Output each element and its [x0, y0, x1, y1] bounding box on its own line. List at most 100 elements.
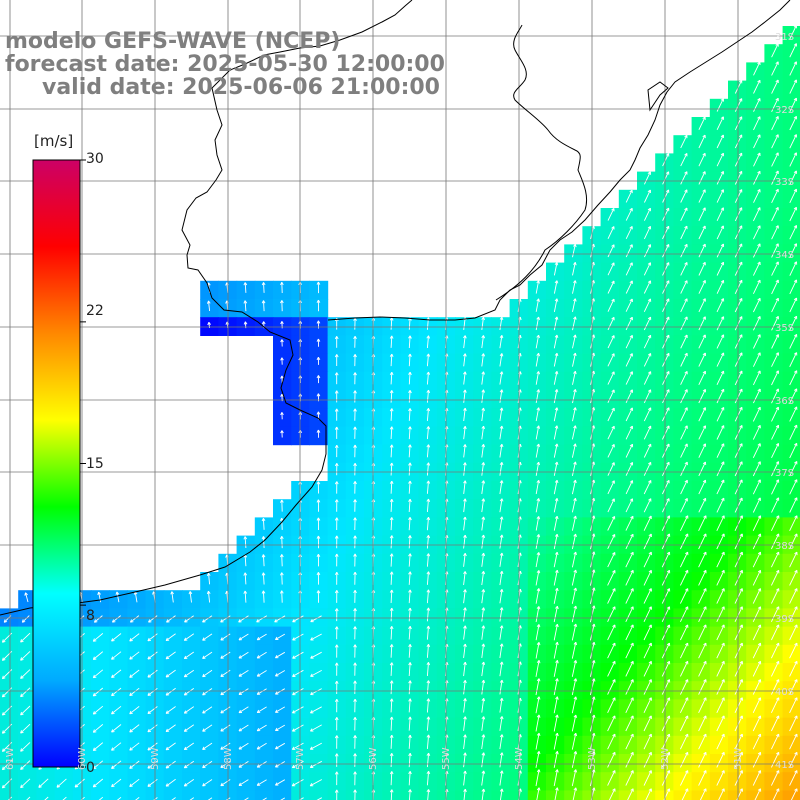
wind-arrow	[263, 282, 265, 293]
wind-arrow-head	[775, 479, 779, 482]
wind-arrow	[734, 261, 743, 276]
wind-arrow-head	[666, 334, 670, 338]
wind-arrow-head	[554, 515, 558, 519]
wind-arrow-head	[426, 516, 429, 520]
wind-arrow	[734, 243, 743, 258]
wind-arrow	[625, 244, 633, 258]
wind-arrow	[734, 388, 743, 404]
wind-arrow	[481, 353, 484, 367]
wind-arrow-head	[666, 244, 669, 247]
wind-arrow-head	[757, 243, 761, 246]
wind-arrow	[553, 498, 558, 513]
wind-arrow-head	[702, 370, 706, 374]
wind-arrow-head	[702, 207, 706, 210]
longitude-label: 54W	[514, 747, 525, 770]
longitude-label: 58W	[223, 747, 234, 770]
wind-arrow-head	[280, 499, 283, 503]
wind-arrow-head	[573, 334, 576, 338]
wind-arrow-head	[721, 515, 725, 518]
wind-arrow-head	[739, 406, 743, 410]
wind-arrow	[716, 298, 724, 313]
wind-arrow-head	[720, 243, 724, 247]
wind-cell	[764, 790, 784, 800]
wind-arrow-head	[334, 535, 338, 539]
wind-arrow-head	[775, 116, 779, 119]
wind-arrow-head	[666, 352, 670, 356]
wind-arrow	[481, 444, 485, 458]
wind-arrow-head	[647, 262, 651, 265]
wind-cell	[527, 790, 547, 800]
wind-arrow	[463, 408, 466, 422]
wind-arrow	[734, 98, 743, 112]
wind-arrow-head	[666, 515, 670, 518]
latitude-label: 31S	[775, 32, 794, 43]
wind-cell	[200, 790, 219, 800]
wind-arrow-head	[720, 225, 724, 228]
wind-arrow-head	[111, 658, 115, 660]
wind-arrow	[771, 61, 779, 76]
wind-arrow	[734, 461, 743, 477]
wind-arrow-head	[536, 298, 539, 302]
wind-arrow	[572, 389, 576, 404]
wind-arrow-head	[721, 497, 725, 501]
wind-arrow	[426, 480, 429, 494]
wind-arrow	[643, 498, 652, 513]
wind-arrow-head	[684, 171, 688, 174]
wind-arrow-head	[75, 786, 79, 788]
wind-arrow-head	[775, 334, 779, 337]
wind-arrow-head	[793, 188, 797, 192]
wind-arrow-head	[793, 352, 797, 355]
wind-arrow-head	[739, 497, 743, 501]
wind-cell	[564, 790, 583, 800]
wind-arrow-head	[554, 389, 558, 392]
wind-arrow	[789, 515, 798, 531]
wind-arrow-head	[389, 390, 393, 394]
wind-arrow-head	[129, 694, 133, 697]
wind-arrow	[426, 353, 429, 367]
wind-arrow-head	[426, 444, 429, 448]
wind-arrow	[643, 515, 652, 531]
wind-arrow	[553, 407, 558, 422]
wind-arrow-head	[554, 298, 558, 302]
wind-arrow-head	[739, 370, 743, 374]
wind-arrow	[716, 189, 724, 203]
wind-arrow	[463, 371, 466, 385]
wind-arrow-head	[647, 189, 651, 193]
wind-arrow-head	[757, 443, 761, 446]
wind-arrow-head	[499, 443, 503, 447]
wind-arrow	[390, 335, 393, 348]
wind-arrow-head	[665, 153, 669, 156]
wind-arrow-head	[481, 498, 484, 502]
wind-arrow-head	[738, 98, 742, 101]
wind-arrow-head	[463, 462, 466, 466]
wind-arrow	[499, 498, 503, 513]
wind-arrow	[734, 298, 743, 313]
wind-arrow	[607, 244, 615, 258]
wind-arrow-head	[775, 297, 779, 301]
wind-arrow-head	[481, 335, 484, 339]
wind-arrow	[716, 479, 725, 495]
wind-arrow-head	[629, 389, 633, 392]
colorbar-fill	[32, 159, 81, 768]
wind-arrow	[734, 280, 743, 294]
wind-arrow	[535, 425, 540, 440]
wind-arrow-head	[112, 621, 116, 623]
wind-arrow	[680, 498, 688, 513]
wind-arrow	[481, 480, 485, 494]
wind-arrow-head	[463, 444, 466, 448]
wind-arrow	[643, 208, 651, 221]
wind-arrow-head	[280, 393, 283, 397]
forecast-date: forecast date: 2025-05-30 12:00:00	[5, 52, 445, 77]
wind-arrow	[789, 316, 798, 331]
longitude-label: 57W	[295, 747, 306, 770]
wind-arrow-head	[666, 479, 670, 483]
wind-arrow-head	[353, 372, 356, 376]
wind-arrow-head	[775, 243, 779, 246]
wind-arrow	[716, 407, 725, 422]
wind-arrow-head	[775, 352, 779, 355]
colorbar-tick-15: 15	[86, 456, 104, 472]
wind-arrow	[535, 498, 540, 513]
wind-arrow-head	[738, 189, 742, 192]
wind-arrow	[662, 207, 670, 221]
wind-arrow-head	[665, 171, 669, 174]
